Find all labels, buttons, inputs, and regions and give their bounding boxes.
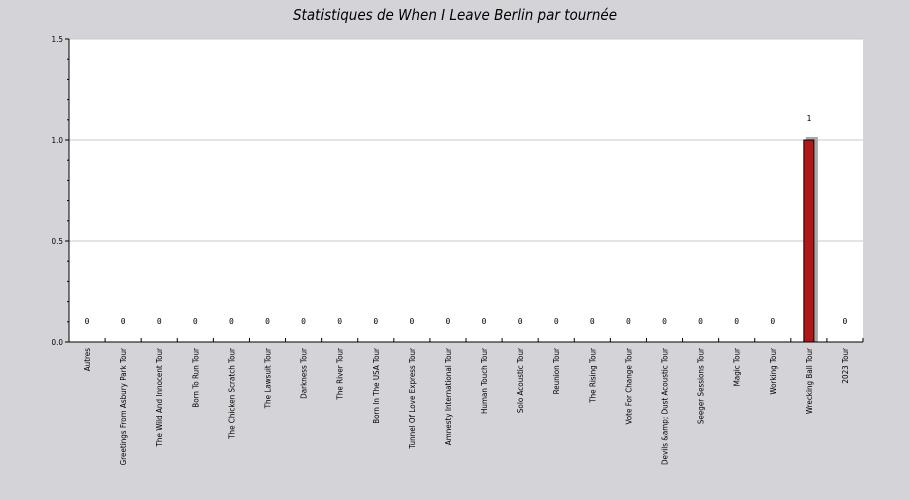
x-category-label: Autres xyxy=(83,348,92,372)
x-category-label: Working Tour xyxy=(769,348,778,395)
plot-area xyxy=(69,39,863,342)
x-category-label: Solo Acoustic Tour xyxy=(516,348,525,413)
x-category-label: 2023 Tour xyxy=(841,348,850,384)
value-label: 0 xyxy=(518,317,523,326)
value-label: 0 xyxy=(590,317,595,326)
x-category-label: Reunion Tour xyxy=(552,348,561,394)
y-tick-label: 0.0 xyxy=(52,338,64,347)
x-category-label: The Chicken Scratch Tour xyxy=(227,348,236,440)
x-category-label: The Wild And Innocent Tour xyxy=(155,348,164,448)
bar xyxy=(803,139,815,343)
axes xyxy=(65,38,864,343)
value-label: 0 xyxy=(265,317,270,326)
x-category-label: Born In The USA Tour xyxy=(372,348,381,424)
chart-title: Statistiques de When I Leave Berlin par … xyxy=(292,6,618,24)
value-label: 0 xyxy=(409,317,414,326)
x-category-label: Human Touch Tour xyxy=(480,348,489,414)
x-category-label: The Lawsuit Tour xyxy=(264,348,273,409)
x-category-label: Darkness Tour xyxy=(300,348,309,399)
value-label: 0 xyxy=(301,317,306,326)
value-label: 0 xyxy=(698,317,703,326)
x-category-label: Devils &amp; Dust Acoustic Tour xyxy=(661,348,670,465)
value-label: 0 xyxy=(482,317,487,326)
value-label: 0 xyxy=(85,317,90,326)
value-label: 0 xyxy=(337,317,342,326)
x-category-label: Amnesty International Tour xyxy=(444,348,453,445)
x-category-label: The River Tour xyxy=(336,348,345,401)
value-label: 0 xyxy=(843,317,848,326)
value-label: 0 xyxy=(121,317,126,326)
y-tick-label: 1.0 xyxy=(52,136,64,145)
x-category-label: Wrecking Ball Tour xyxy=(805,348,814,414)
x-category-label: Born To Run Tour xyxy=(191,348,200,408)
value-label: 0 xyxy=(373,317,378,326)
x-category-label: Seeger Sessions Tour xyxy=(697,348,706,424)
x-category-label: Magic Tour xyxy=(733,348,742,386)
value-label: 0 xyxy=(229,317,234,326)
value-label: 0 xyxy=(626,317,631,326)
value-label: 0 xyxy=(662,317,667,326)
x-category-label: Greetings From Asbury Park Tour xyxy=(119,348,128,465)
value-label: 0 xyxy=(770,317,775,326)
x-category-label: The Rising Tour xyxy=(588,348,597,404)
value-label: 0 xyxy=(446,317,451,326)
grid-lines xyxy=(69,38,863,242)
value-label: 0 xyxy=(554,317,559,326)
value-label: 1 xyxy=(806,114,811,123)
x-category-label: Vote For Change Tour xyxy=(624,348,633,425)
value-label: 0 xyxy=(157,317,162,326)
value-label: 0 xyxy=(734,317,739,326)
value-label: 0 xyxy=(193,317,198,326)
bars xyxy=(803,137,818,343)
y-tick-label: 0.5 xyxy=(52,237,63,246)
x-category-label: Tunnel Of Love Express Tour xyxy=(408,348,417,450)
y-tick-label: 1.5 xyxy=(52,35,63,44)
labels: 0.0 0.5 1.0 1.5 0 Autres 0 Greetings From Asbur… xyxy=(52,35,850,465)
